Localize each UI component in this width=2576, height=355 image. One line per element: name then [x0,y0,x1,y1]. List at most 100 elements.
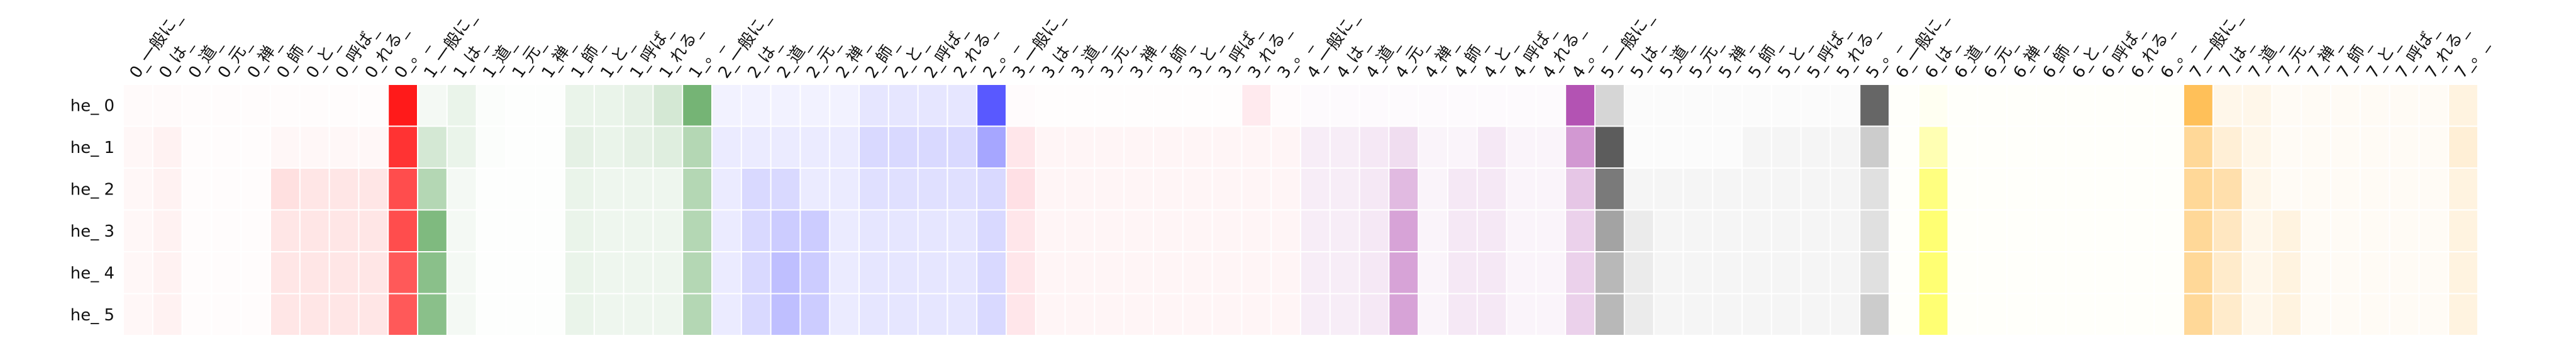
heatmap-cell-he_3-73 [2272,210,2301,251]
heatmap-cell-he_0-69 [2155,85,2183,126]
heatmap-cell-he_5-0 [124,294,152,335]
heatmap-cell-he_3-38 [1242,210,1271,251]
heatmap-cell-he_1-35 [1154,127,1182,167]
heatmap-cell-he_4-67 [2096,252,2124,293]
heatmap-cell-he_3-69 [2155,210,2183,251]
heatmap-cell-he_2-48 [1536,169,1565,210]
heatmap-cell-he_2-30 [1007,169,1035,210]
heatmap-cell-he_3-0 [124,210,152,251]
heatmap-cell-he_5-36 [1183,294,1212,335]
heatmap-cell-he_4-30 [1007,252,1035,293]
heatmap-cell-he_2-76 [2360,169,2389,210]
heatmap-cell-he_1-64 [2007,127,2036,167]
heatmap-cell-he_0-74 [2302,85,2330,126]
heatmap-cell-he_1-29 [977,127,1006,167]
heatmap-cell-he_5-15 [565,294,594,335]
heatmap-cell-he_0-23 [801,85,830,126]
heatmap-cell-he_0-68 [2125,85,2154,126]
heatmap-cell-he_3-60 [1890,210,1918,251]
heatmap-cell-he_5-51 [1624,294,1653,335]
heatmap-cell-he_2-39 [1272,169,1300,210]
heatmap-cell-he_2-40 [1301,169,1330,210]
heatmap-cell-he_2-2 [182,169,211,210]
heatmap-cell-he_2-59 [1860,169,1889,210]
heatmap-cell-he_5-68 [2125,294,2154,335]
heatmap-cell-he_5-2 [182,294,211,335]
heatmap-cell-he_5-46 [1477,294,1506,335]
heatmap-cell-he_1-61 [1919,127,1948,167]
heatmap-cell-he_3-17 [624,210,653,251]
heatmap-cell-he_5-58 [1831,294,1860,335]
heatmap-cell-he_0-35 [1154,85,1182,126]
heatmap-cell-he_4-7 [330,252,358,293]
heatmap-cell-he_5-65 [2037,294,2065,335]
heatmap-cell-he_3-27 [918,210,947,251]
heatmap-cell-he_4-49 [1566,252,1594,293]
heatmap-cell-he_1-25 [860,127,888,167]
heatmap-cell-he_3-55 [1743,210,1771,251]
heatmap-cell-he_5-54 [1713,294,1741,335]
heatmap-cell-he_4-9 [389,252,417,293]
heatmap-cell-he_2-52 [1654,169,1683,210]
heatmap-cell-he_5-63 [1978,294,2007,335]
heatmap-cell-he_2-58 [1831,169,1860,210]
heatmap-cell-he_0-15 [565,85,594,126]
heatmap-cell-he_5-64 [2007,294,2036,335]
heatmap-cell-he_5-33 [1095,294,1124,335]
heatmap-cell-he_0-21 [741,85,770,126]
heatmap-cell-he_5-52 [1654,294,1683,335]
heatmap-cell-he_3-7 [330,210,358,251]
heatmap-cell-he_0-56 [1772,85,1801,126]
heatmap-cell-he_0-37 [1213,85,1241,126]
heatmap-cell-he_0-17 [624,85,653,126]
heatmap-cell-he_2-55 [1743,169,1771,210]
heatmap-cell-he_1-37 [1213,127,1241,167]
heatmap-cell-he_5-57 [1801,294,1830,335]
heatmap-cell-he_0-33 [1095,85,1124,126]
heatmap-cell-he_4-28 [948,252,977,293]
heatmap-cell-he_1-49 [1566,127,1594,167]
heatmap-cell-he_2-9 [389,169,417,210]
heatmap-cell-he_2-14 [536,169,564,210]
heatmap-cell-he_5-76 [2360,294,2389,335]
heatmap-cell-he_1-46 [1477,127,1506,167]
heatmap-cell-he_1-71 [2213,127,2242,167]
heatmap-cell-he_5-49 [1566,294,1594,335]
heatmap-cell-he_3-75 [2331,210,2360,251]
heatmap-cell-he_3-30 [1007,210,1035,251]
heatmap-cell-he_5-43 [1389,294,1418,335]
heatmap-cell-he_0-22 [771,85,800,126]
heatmap-cell-he_4-72 [2243,252,2272,293]
heatmap-cell-he_0-0 [124,85,152,126]
heatmap-cell-he_5-77 [2390,294,2419,335]
heatmap-cell-he_2-27 [918,169,947,210]
heatmap-cell-he_3-45 [1448,210,1477,251]
heatmap-cell-he_2-33 [1095,169,1124,210]
heatmap-cell-he_1-4 [242,127,270,167]
heatmap-cell-he_1-20 [713,127,741,167]
heatmap-cell-he_4-64 [2007,252,2036,293]
heatmap-cell-he_2-37 [1213,169,1241,210]
heatmap-cell-he_0-39 [1272,85,1300,126]
heatmap-cell-he_3-44 [1419,210,1447,251]
heatmap-cell-he_1-27 [918,127,947,167]
heatmap-cell-he_5-27 [918,294,947,335]
heatmap-cell-he_2-29 [977,169,1006,210]
heatmap-cell-he_1-56 [1772,127,1801,167]
heatmap-cell-he_5-30 [1007,294,1035,335]
heatmap-cell-he_5-12 [477,294,506,335]
heatmap-cell-he_3-47 [1507,210,1536,251]
heatmap-cell-he_4-26 [889,252,918,293]
heatmap-cell-he_5-62 [1948,294,1977,335]
heatmap-cell-he_1-55 [1743,127,1771,167]
heatmap-cell-he_2-49 [1566,169,1594,210]
heatmap-cell-he_0-53 [1684,85,1713,126]
heatmap-cell-he_5-70 [2184,294,2212,335]
heatmap-cell-he_2-50 [1596,169,1624,210]
heatmap-cell-he_3-78 [2419,210,2448,251]
heatmap-cell-he_0-59 [1860,85,1889,126]
heatmap-cell-he_4-10 [418,252,447,293]
heatmap-cell-he_4-58 [1831,252,1860,293]
heatmap-cell-he_5-5 [271,294,299,335]
heatmap-cell-he_0-75 [2331,85,2360,126]
